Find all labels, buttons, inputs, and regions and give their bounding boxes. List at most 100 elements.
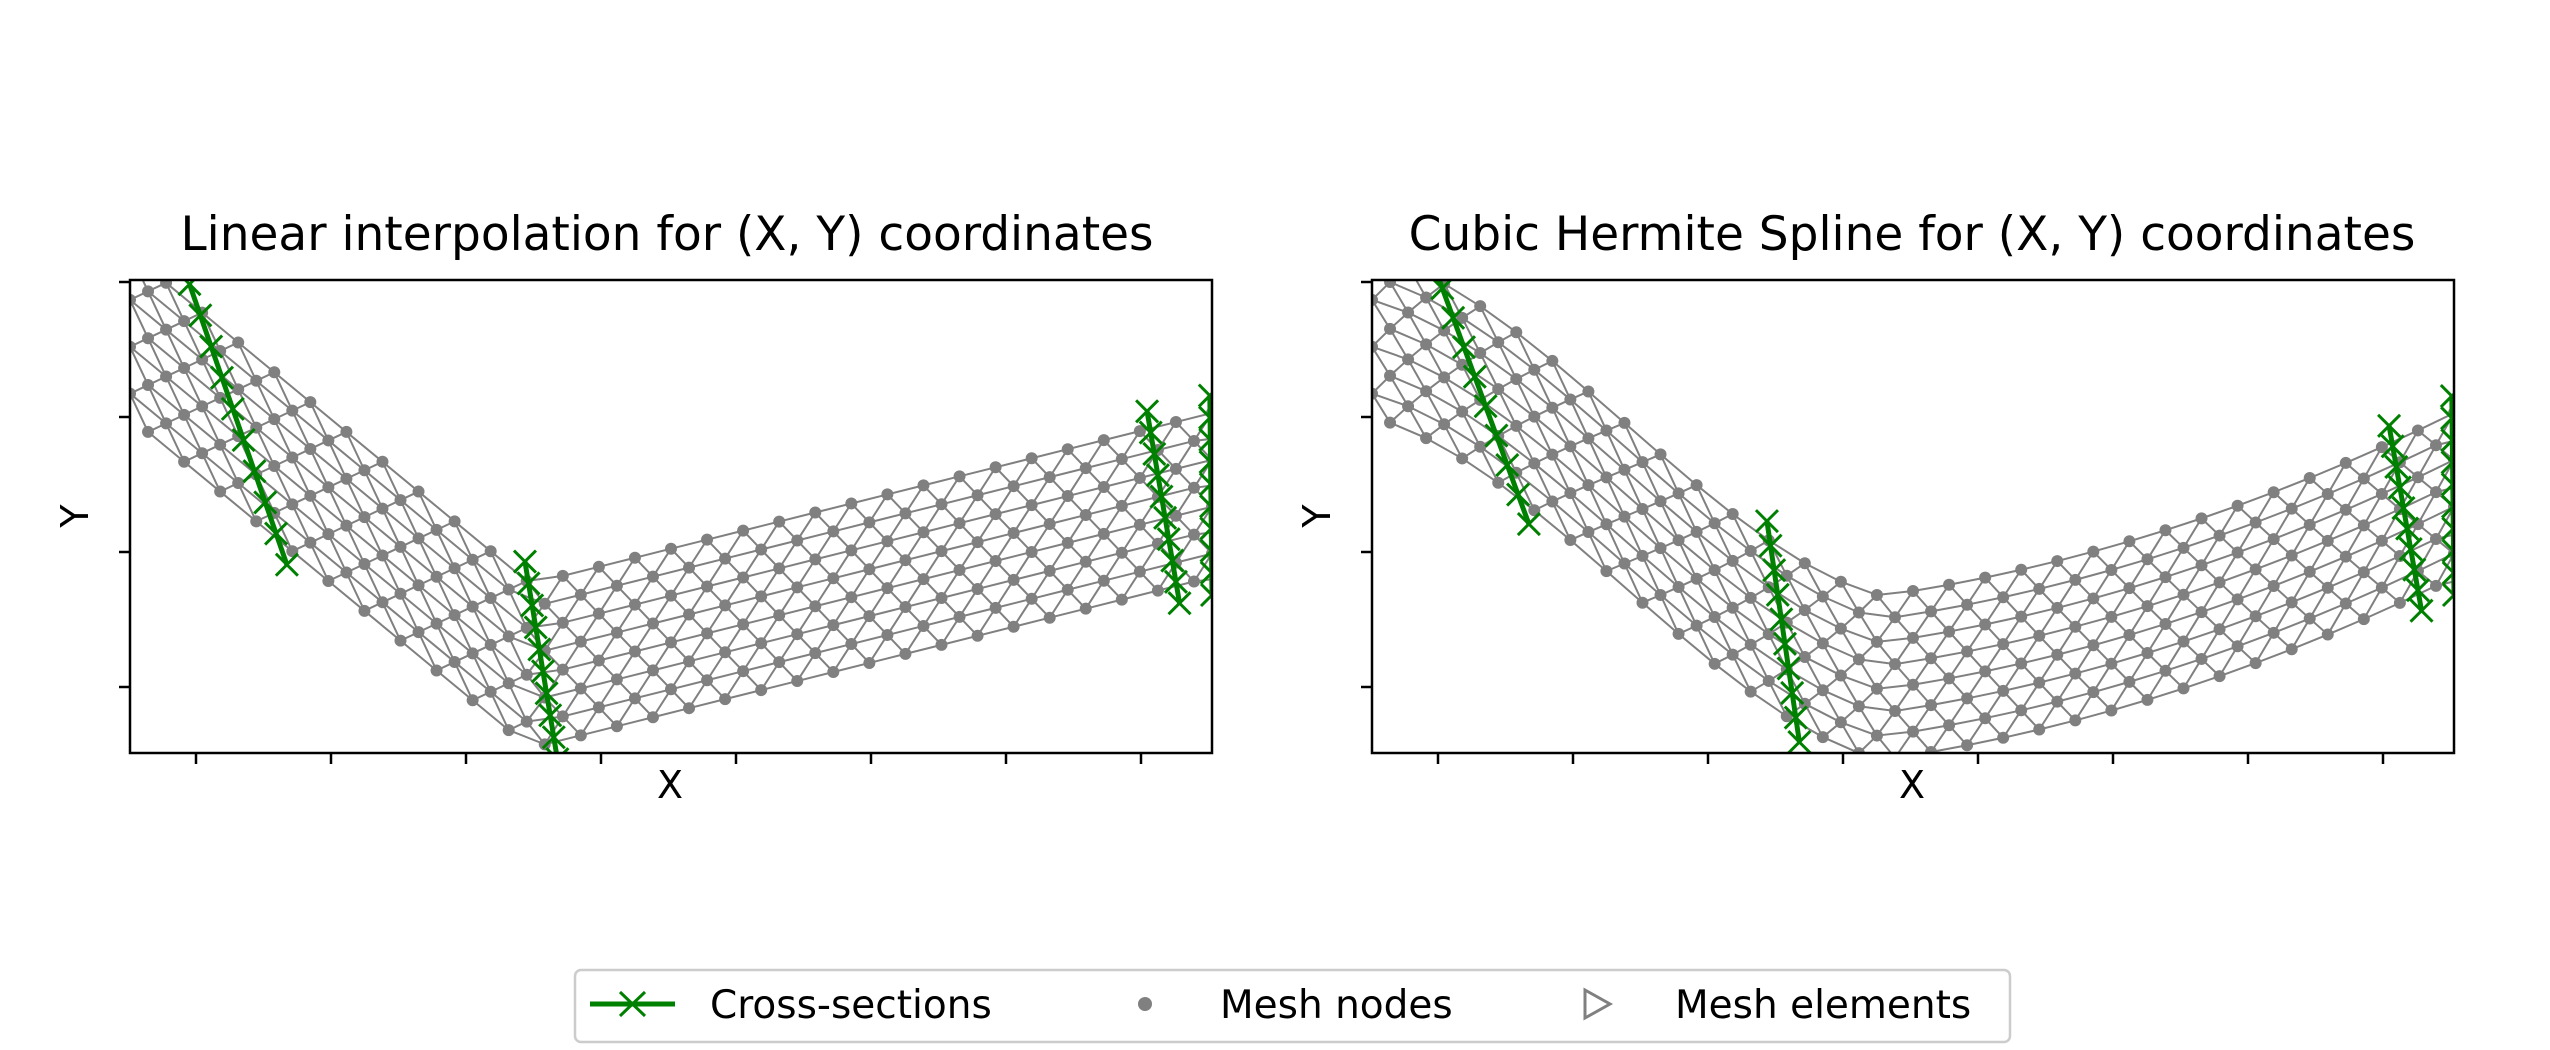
mesh-edge — [219, 444, 240, 484]
cross-section-marker — [2440, 406, 2454, 431]
mesh-edge — [2219, 615, 2256, 631]
mesh-node — [1097, 574, 1110, 587]
mesh-node — [358, 464, 371, 477]
mesh-edge — [1731, 654, 1752, 693]
mesh-edge — [453, 661, 474, 701]
mesh-node — [1834, 575, 1847, 588]
mesh-edge — [417, 584, 438, 625]
mesh-edge — [273, 418, 311, 450]
mesh-edge — [255, 380, 293, 412]
mesh-edge — [995, 550, 1032, 562]
mesh-edge — [165, 282, 186, 322]
mesh-edge — [1103, 476, 1141, 488]
mesh-node — [1961, 739, 1974, 752]
mesh-edge — [724, 642, 762, 654]
mesh-edge — [1372, 392, 1409, 408]
y-axis-label: Y — [1295, 504, 1339, 529]
mesh-node — [412, 485, 425, 498]
mesh-edge — [327, 580, 366, 612]
mesh-node — [142, 379, 155, 392]
mesh-edge — [381, 461, 402, 501]
mesh-node — [1943, 578, 1956, 591]
mesh-edge — [255, 427, 276, 467]
mesh-edge — [255, 426, 293, 459]
mesh-edge — [2075, 709, 2112, 722]
mesh-node — [737, 524, 750, 537]
mesh-edge — [1822, 736, 1860, 753]
mesh-edge — [2020, 653, 2058, 665]
mesh-node — [2303, 471, 2316, 484]
mesh-edge — [1479, 305, 1517, 334]
mesh-edge — [1497, 388, 1535, 418]
mesh-edge — [471, 605, 510, 638]
mesh-node — [2466, 524, 2478, 536]
mesh-node — [935, 498, 948, 511]
mesh-node — [556, 616, 569, 629]
mesh-edge — [526, 621, 563, 629]
mesh-edge — [851, 634, 888, 646]
mesh-edge — [1425, 343, 1446, 378]
mesh-node — [1907, 585, 1919, 598]
x-marker-icon — [1167, 591, 1192, 616]
mesh-node — [2213, 576, 2226, 589]
mesh-edge — [580, 725, 618, 737]
mesh-edge — [1821, 642, 1842, 676]
x-marker-icon — [1441, 305, 1466, 330]
mesh-node — [1870, 729, 1883, 742]
mesh-node — [2195, 606, 2208, 619]
mesh-node — [1961, 692, 1974, 705]
cross-section-marker — [1772, 631, 1798, 656]
mesh-edge — [2129, 622, 2166, 636]
mesh-edge — [1623, 422, 1644, 463]
mesh-edge — [2453, 505, 2454, 507]
mesh-edge — [1551, 407, 1590, 440]
mesh-node — [1510, 326, 1523, 339]
mesh-node — [1888, 705, 1901, 718]
x-marker-icon — [2409, 598, 2434, 623]
mesh-node — [1708, 657, 1721, 670]
mesh-edge — [273, 465, 294, 505]
mesh-edge — [1695, 531, 1716, 571]
mesh-edge — [1930, 603, 1968, 613]
mesh-edge — [1121, 589, 1159, 601]
mesh-edge — [183, 460, 221, 493]
mesh-node — [683, 561, 696, 574]
mesh-edge — [471, 559, 492, 599]
mesh-edge — [1623, 515, 1662, 549]
mesh-node — [394, 634, 407, 647]
mesh-edge — [598, 697, 636, 709]
mesh-node — [1438, 418, 1451, 431]
mesh-edge — [147, 290, 167, 331]
mesh-edge — [652, 707, 690, 719]
mesh-edge — [1515, 425, 1553, 456]
cross-section-marker — [520, 593, 545, 618]
mesh-edge — [1822, 595, 1860, 614]
mesh-edge — [796, 530, 834, 542]
cross-section-marker — [1145, 463, 1170, 488]
mesh-edge — [1533, 462, 1572, 494]
mesh-node — [1726, 508, 1739, 521]
mesh-node — [719, 646, 732, 659]
mesh-node — [214, 485, 227, 498]
mesh-node — [2123, 629, 2136, 642]
mesh-node — [430, 523, 443, 536]
mesh-edge — [1930, 650, 1968, 660]
mesh-node — [376, 502, 389, 515]
mesh-node — [1564, 440, 1577, 453]
mesh-node — [2033, 629, 2046, 642]
mesh-node — [646, 664, 659, 677]
mesh-edge — [2309, 602, 2347, 620]
cross-section-line — [187, 283, 290, 566]
mesh-edge — [1533, 416, 1554, 456]
mesh-node — [827, 619, 840, 632]
mesh-edge — [1786, 621, 1824, 645]
mesh-edge — [381, 601, 420, 633]
mesh-node — [1169, 462, 1182, 475]
mesh-edge — [1461, 317, 1482, 354]
mesh-node — [2357, 566, 2370, 579]
x-marker-icon — [1135, 399, 1160, 424]
mesh-edge — [435, 529, 456, 569]
mesh-node — [574, 682, 587, 695]
mesh-edge — [1858, 705, 1896, 712]
mesh-node — [1600, 565, 1613, 578]
